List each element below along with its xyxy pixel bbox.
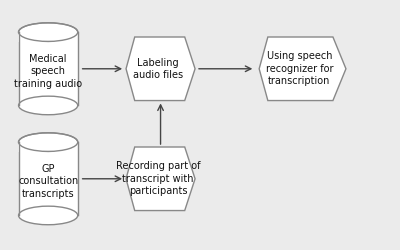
Polygon shape <box>259 37 346 100</box>
Polygon shape <box>126 37 195 100</box>
Text: Recording part of
transcript with
participants: Recording part of transcript with partic… <box>116 162 200 196</box>
Text: GP
consultation
transcripts: GP consultation transcripts <box>18 164 78 198</box>
Text: Using speech
recognizer for
transcription: Using speech recognizer for transcriptio… <box>266 52 333 86</box>
Polygon shape <box>126 147 195 210</box>
Bar <box>18 142 78 216</box>
Bar <box>18 32 78 106</box>
Ellipse shape <box>18 96 78 115</box>
Ellipse shape <box>18 23 78 42</box>
Ellipse shape <box>18 133 78 152</box>
Bar <box>18 32 78 42</box>
Text: Labeling
audio files: Labeling audio files <box>133 58 183 80</box>
Ellipse shape <box>18 206 78 225</box>
Bar <box>18 142 78 152</box>
Text: Medical
speech
training audio: Medical speech training audio <box>14 54 82 88</box>
